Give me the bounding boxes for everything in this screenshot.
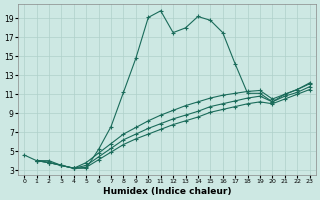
X-axis label: Humidex (Indice chaleur): Humidex (Indice chaleur)	[103, 187, 231, 196]
